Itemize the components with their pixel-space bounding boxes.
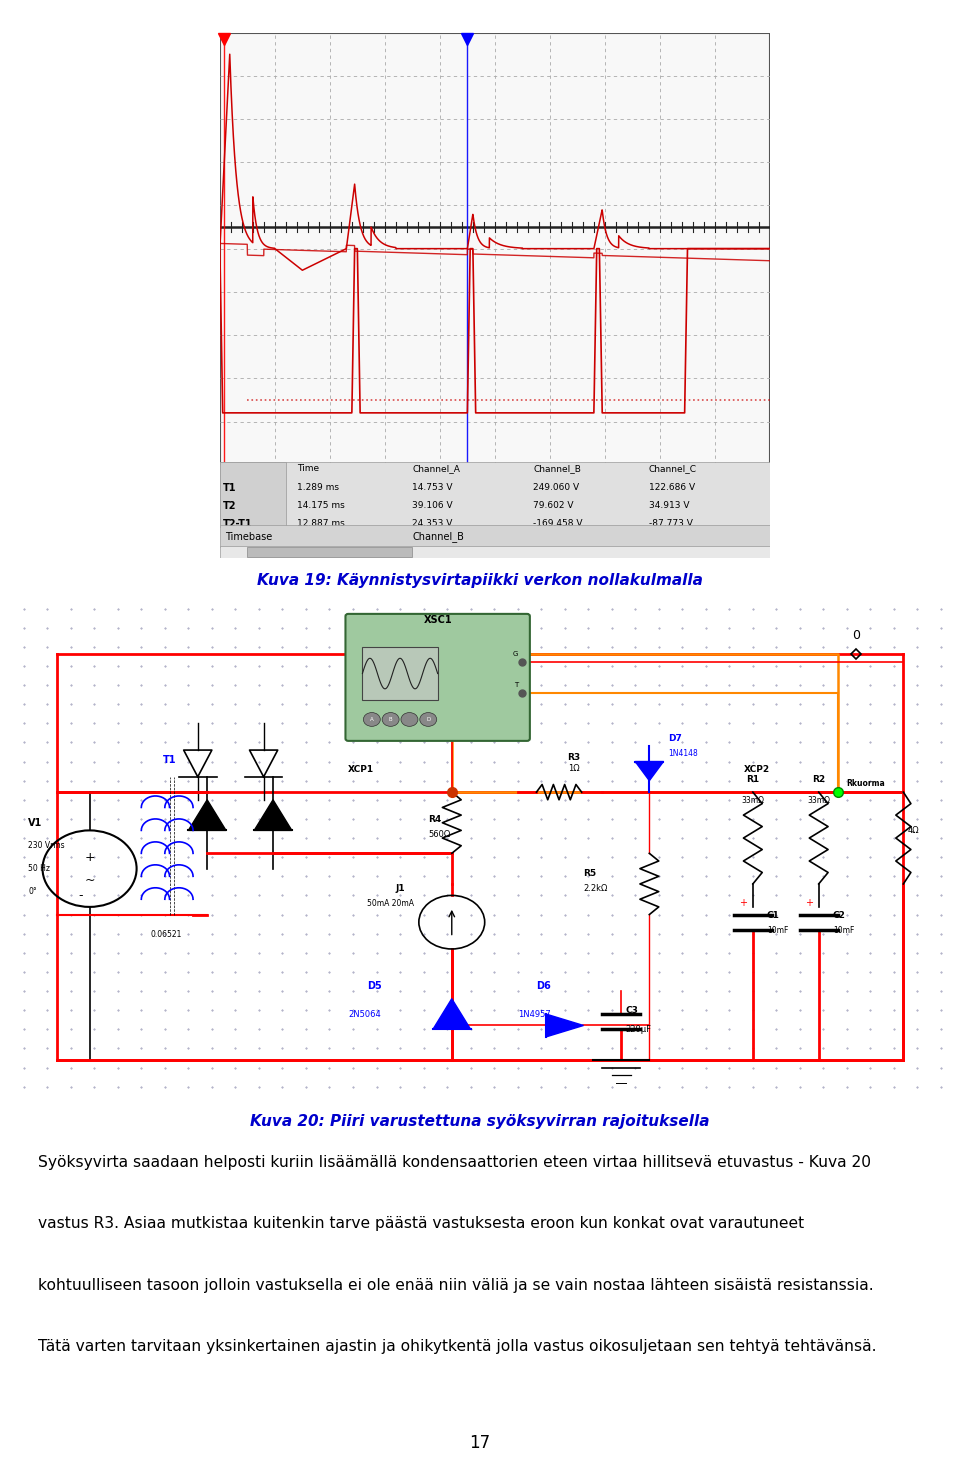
Text: 14.753 V: 14.753 V <box>413 482 453 491</box>
Text: 34.913 V: 34.913 V <box>649 500 689 511</box>
Text: C2: C2 <box>832 910 846 919</box>
Text: R5: R5 <box>584 869 596 878</box>
Text: kohtuulliseen tasoon jolloin vastuksella ei ole enää niin väliä ja se vain nosta: kohtuulliseen tasoon jolloin vastuksella… <box>38 1277 874 1294</box>
Text: T1: T1 <box>223 482 236 493</box>
Polygon shape <box>546 1014 584 1037</box>
Text: 1N4957: 1N4957 <box>517 1009 550 1018</box>
Text: D5: D5 <box>367 981 382 992</box>
Text: D: D <box>426 716 430 722</box>
Text: 4Ω: 4Ω <box>908 826 920 835</box>
Text: R2: R2 <box>812 776 826 784</box>
Text: -169.458 V: -169.458 V <box>534 519 583 528</box>
Text: 39.106 V: 39.106 V <box>413 500 453 511</box>
Bar <box>248 548 413 556</box>
Text: 1Ω: 1Ω <box>568 764 580 773</box>
Text: T1: T1 <box>163 755 177 765</box>
Text: 14.175 ms: 14.175 ms <box>297 500 345 511</box>
Text: Rkuorma: Rkuorma <box>846 780 884 789</box>
Text: Time: Time <box>297 465 319 474</box>
FancyBboxPatch shape <box>346 614 530 741</box>
Text: R3: R3 <box>567 752 581 762</box>
Circle shape <box>382 712 399 727</box>
Text: Tätä varten tarvitaan yksinkertainen ajastin ja ohikytkentä jolla vastus oikosul: Tätä varten tarvitaan yksinkertainen aja… <box>38 1339 876 1354</box>
Text: 50mA 20mA: 50mA 20mA <box>367 898 414 907</box>
Text: T: T <box>514 682 517 688</box>
Text: 1.289 ms: 1.289 ms <box>297 482 339 491</box>
Text: C1: C1 <box>767 910 780 919</box>
Text: Timebase: Timebase <box>226 531 273 542</box>
Text: D7: D7 <box>668 734 682 743</box>
Text: -: - <box>78 889 83 901</box>
Text: 0.06521: 0.06521 <box>151 929 182 938</box>
Text: 10mF: 10mF <box>767 926 788 935</box>
Polygon shape <box>188 799 226 830</box>
Text: 33mΩ: 33mΩ <box>807 796 830 805</box>
Polygon shape <box>254 799 292 830</box>
Text: R4: R4 <box>428 815 442 824</box>
Text: A: A <box>370 716 373 722</box>
Text: D6: D6 <box>537 981 551 992</box>
Text: Kuva 20: Piiri varustettuna syöksyvirran rajoituksella: Kuva 20: Piiri varustettuna syöksyvirran… <box>251 1114 709 1129</box>
Text: G: G <box>513 651 518 657</box>
Text: XCP2: XCP2 <box>743 765 770 774</box>
Circle shape <box>420 712 437 727</box>
Text: C3: C3 <box>626 1006 638 1015</box>
Text: -87.773 V: -87.773 V <box>649 519 693 528</box>
Bar <box>362 647 438 700</box>
Text: 122.686 V: 122.686 V <box>649 482 695 491</box>
Text: Channel_A: Channel_A <box>413 465 460 474</box>
Text: 0°: 0° <box>29 887 37 895</box>
Bar <box>220 462 286 528</box>
Text: 24.353 V: 24.353 V <box>413 519 453 528</box>
Text: Kuva 19: Käynnistysvirtapiikki verkon nollakulmalla: Kuva 19: Käynnistysvirtapiikki verkon no… <box>257 573 703 588</box>
Text: +: + <box>739 898 748 909</box>
Text: ~: ~ <box>84 873 95 887</box>
Polygon shape <box>636 762 663 780</box>
Text: 560Ω: 560Ω <box>428 830 450 839</box>
Text: 17: 17 <box>469 1434 491 1452</box>
Text: 10mF: 10mF <box>832 926 854 935</box>
Text: 2N5064: 2N5064 <box>348 1009 381 1018</box>
Text: 33mΩ: 33mΩ <box>741 796 764 805</box>
Text: Syöksyvirta saadaan helposti kuriin lisäämällä kondensaattorien eteen virtaa hil: Syöksyvirta saadaan helposti kuriin lisä… <box>38 1154 872 1169</box>
Circle shape <box>401 712 418 727</box>
Text: +: + <box>805 898 813 909</box>
Circle shape <box>363 712 380 727</box>
Text: 2.2kΩ: 2.2kΩ <box>584 884 608 892</box>
Text: +: + <box>84 851 95 864</box>
Text: 220μF: 220μF <box>626 1026 652 1035</box>
Text: 1N4148: 1N4148 <box>668 749 698 758</box>
Text: 79.602 V: 79.602 V <box>534 500 574 511</box>
Text: 249.060 V: 249.060 V <box>534 482 580 491</box>
Text: 12.887 ms: 12.887 ms <box>297 519 345 528</box>
Text: 230 Vrms: 230 Vrms <box>29 841 65 850</box>
Text: vastus R3. Asiaa mutkistaa kuitenkin tarve päästä vastuksesta eroon kun konkat o: vastus R3. Asiaa mutkistaa kuitenkin tar… <box>38 1217 804 1231</box>
Text: B: B <box>389 716 393 722</box>
Text: T2: T2 <box>223 500 236 511</box>
Text: J1: J1 <box>396 884 405 892</box>
Text: XCP1: XCP1 <box>348 765 374 774</box>
Text: Channel_C: Channel_C <box>649 465 697 474</box>
Text: R1: R1 <box>746 776 759 784</box>
Text: 0: 0 <box>852 629 860 642</box>
Text: XSC1: XSC1 <box>423 614 452 625</box>
Polygon shape <box>433 999 470 1029</box>
Text: 50 Hz: 50 Hz <box>29 864 51 873</box>
Text: V1: V1 <box>29 818 42 827</box>
Text: T2-T1: T2-T1 <box>223 519 252 530</box>
Text: Channel_B: Channel_B <box>413 531 465 542</box>
Text: Channel_B: Channel_B <box>534 465 581 474</box>
